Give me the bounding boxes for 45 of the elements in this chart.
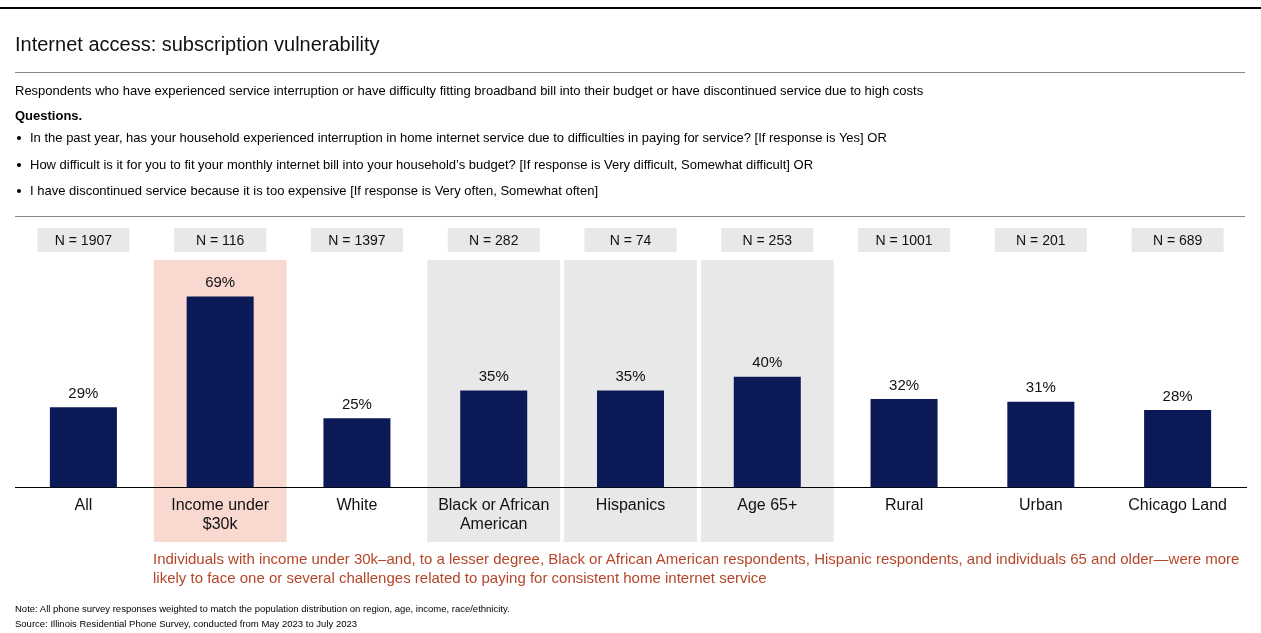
x-tick-label: Income under $30k xyxy=(171,495,270,532)
text: How difficult is it for you to fit your monthly internet bill into your household’s budget? [If response is Very difficult, Somewhat difficult] OR xyxy=(29,156,815,174)
data-label: 29% xyxy=(68,383,99,401)
text: N = 1907 xyxy=(54,231,113,248)
text: In the past year, has your household experienced interruption in home internet service due to difficulties in paying for service? [If response is Yes] OR xyxy=(29,130,888,147)
bar xyxy=(1007,401,1075,488)
data-label: 31% xyxy=(1025,378,1056,396)
chart-subtitle: Respondents who have experienced service interruption or have difficulty fitting broadband bill into their budget or have discontinued service due to high costs xyxy=(15,83,924,98)
text: Note: All phone survey responses weighted to match the population distribution on region, age, income, race/ethnicity. xyxy=(15,603,510,614)
data-label: 25% xyxy=(341,394,372,412)
text: N = 201 xyxy=(1016,231,1066,248)
bar xyxy=(460,390,528,488)
text: Individuals with income under 30k–and, to a lesser degree, Black or African American respondents, Hispanic respondents, and individuals 65 and older—were more likely to face one or several challenges related to paying for consistent home internet service xyxy=(153,549,1241,587)
x-tick-label: Hispanics xyxy=(595,495,666,513)
bar xyxy=(596,390,665,488)
chart-title: Internet access: subscription vulnerability xyxy=(15,33,380,56)
bar xyxy=(1144,410,1212,488)
x-tick-label: Urban xyxy=(1019,495,1063,513)
text: N = 1001 xyxy=(875,231,933,248)
data-label: 69% xyxy=(205,273,236,291)
data-label: 35% xyxy=(478,367,509,385)
bar xyxy=(323,418,391,488)
bar xyxy=(186,296,254,488)
data-label: 40% xyxy=(752,353,783,371)
x-tick-label: White xyxy=(336,495,378,513)
bar xyxy=(870,398,938,488)
data-label: 35% xyxy=(615,367,646,385)
text: N = 1397 xyxy=(328,231,386,248)
text: N = 282 xyxy=(469,231,519,248)
x-tick-label: Chicago Land xyxy=(1128,495,1227,513)
data-label: 28% xyxy=(1162,386,1193,404)
text: N = 74 xyxy=(609,231,652,248)
text: N = 116 xyxy=(195,231,245,248)
x-tick-label: Rural xyxy=(884,495,924,513)
bar xyxy=(733,376,801,488)
text: N = 689 xyxy=(1152,231,1203,248)
x-tick-label: All xyxy=(74,495,93,513)
text: N = 253 xyxy=(742,231,793,248)
bar xyxy=(49,407,117,488)
text: I have discontinued service because it is too expensive [If response is Very often, Somewhat often] xyxy=(29,183,599,200)
data-label: 32% xyxy=(889,375,920,393)
x-tick-label: Black or African American xyxy=(438,495,550,532)
x-tick-label: Age 65+ xyxy=(737,495,798,513)
source-note: Source: Illinois Residential Phone Survey, conducted from May 2023 to July 2023 xyxy=(15,618,358,629)
text: Questions. xyxy=(15,108,84,125)
